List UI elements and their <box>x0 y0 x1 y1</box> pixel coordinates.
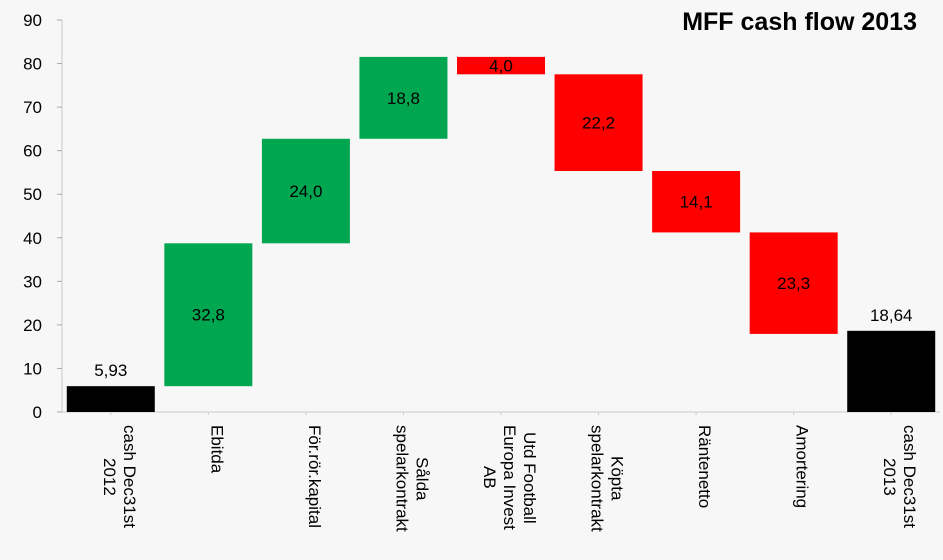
data-label: 22,2 <box>582 114 615 133</box>
y-tick-label: 30 <box>23 272 42 291</box>
x-tick-label: cash Dec31st 2013 <box>880 425 920 528</box>
bar <box>652 171 741 233</box>
data-label: 5,93 <box>94 361 127 380</box>
data-label: 32,8 <box>192 306 225 325</box>
bar <box>261 138 350 244</box>
x-tick-label: Köpta spelarkontrakt <box>587 425 627 532</box>
data-label: 18,8 <box>387 89 420 108</box>
bar <box>457 56 545 75</box>
bar <box>359 56 448 139</box>
y-tick-label: 0 <box>33 403 42 422</box>
x-tick-label: Ebitda <box>207 425 227 474</box>
chart-title: MFF cash flow 2013 <box>682 8 917 36</box>
y-tick-label: 20 <box>23 316 42 335</box>
x-tick-label: Amortering <box>792 425 812 509</box>
y-tick-label: 40 <box>23 229 42 248</box>
y-tick-label: 60 <box>23 142 42 161</box>
data-label: 18,64 <box>870 306 913 325</box>
data-label: 24,0 <box>289 182 322 201</box>
data-label: 23,3 <box>777 274 810 293</box>
x-tick-label: För.rör.kapital <box>304 425 324 528</box>
data-label: 4,0 <box>489 57 513 76</box>
y-tick-label: 10 <box>23 359 42 378</box>
bar <box>554 74 643 172</box>
bar <box>847 330 936 412</box>
bar <box>66 386 155 412</box>
y-tick-label: 90 <box>23 11 42 30</box>
bar <box>164 243 253 387</box>
x-tick-label: Utd Football Europa Invest AB <box>480 425 539 530</box>
data-label: 14,1 <box>680 193 713 212</box>
x-tick-label: Räntenetto <box>695 425 715 509</box>
bar <box>749 232 838 334</box>
x-tick-label: Sålda spelarkontrakt <box>392 425 432 532</box>
x-tick-label: cash Dec31st 2012 <box>99 425 139 528</box>
y-tick-label: 80 <box>23 55 42 74</box>
y-tick-label: 50 <box>23 185 42 204</box>
y-tick-label: 70 <box>23 98 42 117</box>
